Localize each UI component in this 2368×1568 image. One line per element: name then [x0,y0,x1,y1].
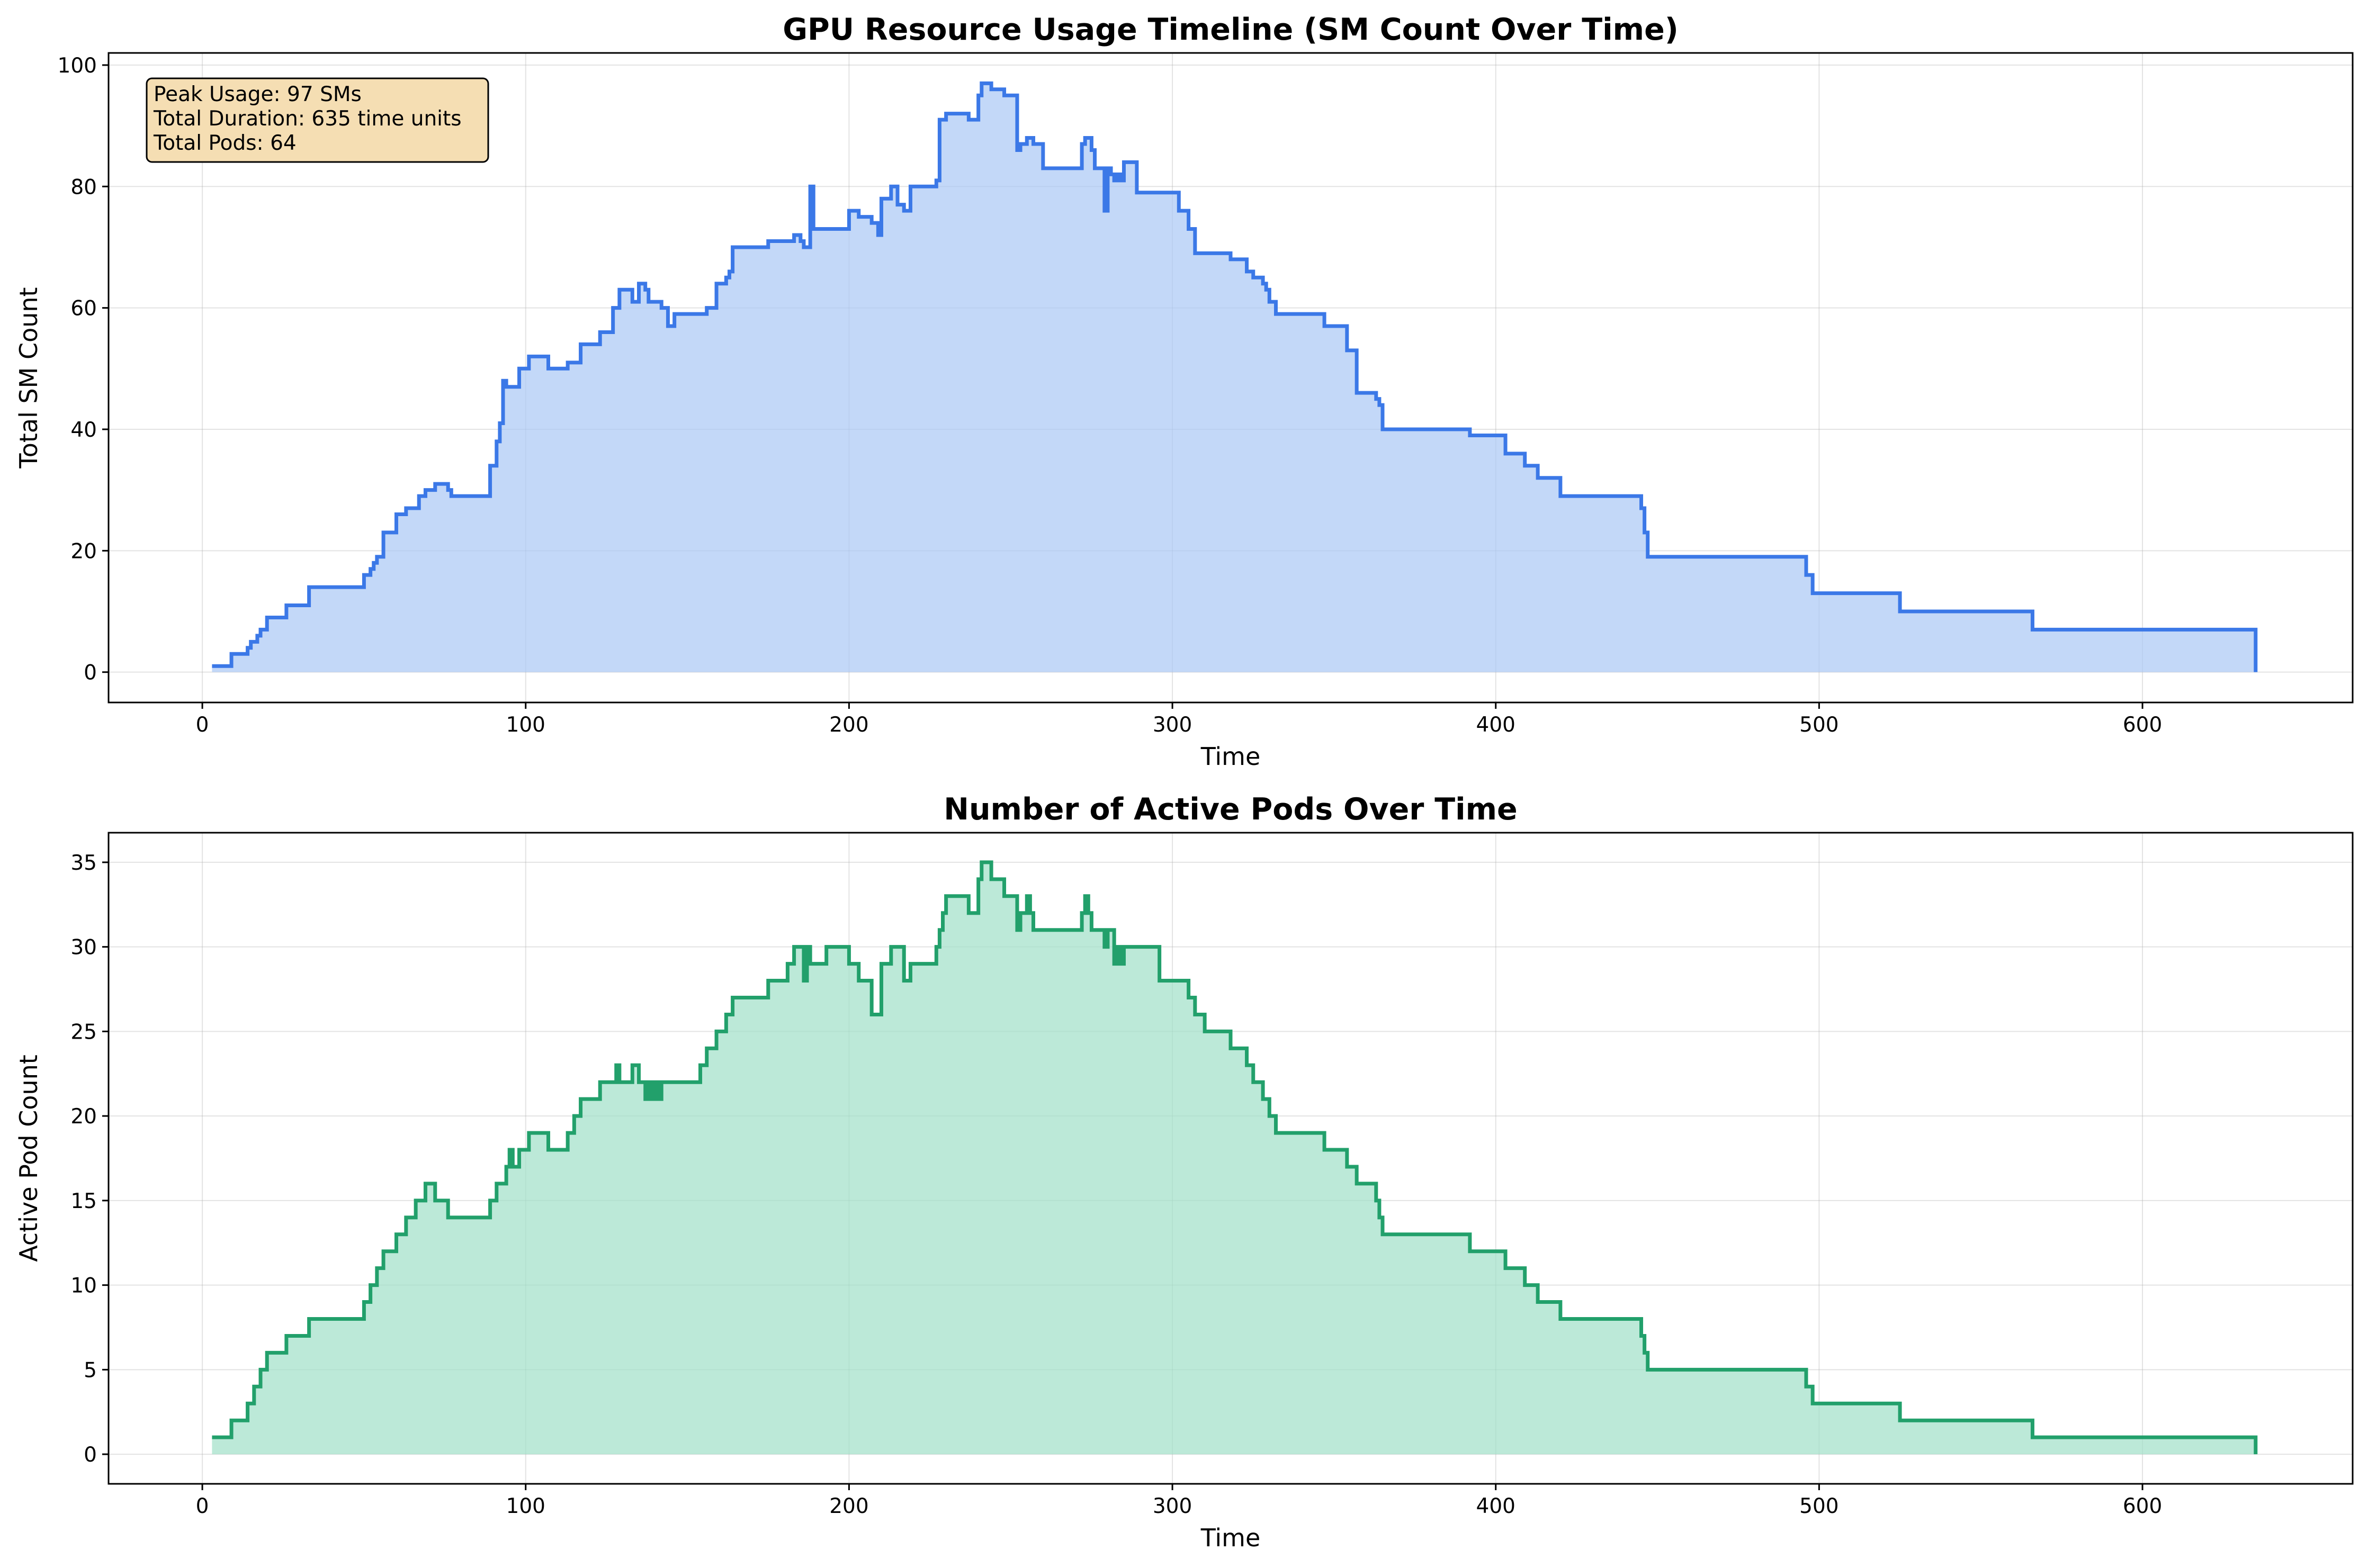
sm-count-fill-area [212,83,2256,672]
x-tick-label: 300 [1153,1494,1192,1518]
x-tick-label: 200 [829,713,868,737]
plot-frame [107,52,2354,704]
stats-annotation: Peak Usage: 97 SMs Total Duration: 635 t… [146,77,489,163]
x-tick-label: 100 [506,713,545,737]
y-tick-label: 40 [70,418,97,442]
plot-frame [107,832,2354,1485]
y-tick-label: 60 [70,297,97,321]
y-axis-label: Active Pod Count [14,1055,43,1262]
x-tick-label: 500 [1799,713,1838,737]
y-tick-label: 15 [70,1189,97,1213]
y-axis-ticks: 0 20 40 60 80 100 [58,54,109,685]
y-tick-label: 80 [70,175,97,199]
x-axis-label: Time [1200,742,1261,771]
y-tick-label: 0 [84,1443,97,1467]
x-tick-label: 600 [2123,1494,2162,1518]
y-tick-label: 25 [70,1020,97,1044]
pod-count-fill-area [212,862,2256,1455]
chart-title: GPU Resource Usage Timeline (SM Count Ov… [783,12,1679,47]
x-axis-ticks: 0 100 200 300 400 500 600 [196,702,2162,737]
active-pods-chart: 0 100 200 300 400 500 600 0 5 10 15 20 25 30 35 Numbe… [14,792,2354,1552]
annotation-peak-usage: Peak Usage: 97 SMs [154,83,362,106]
y-axis-label: Total SM Count [14,287,43,468]
y-axis-ticks: 0 5 10 15 20 25 30 35 [70,851,109,1467]
y-tick-label: 30 [70,936,97,960]
chart-title: Number of Active Pods Over Time [944,792,1517,827]
x-axis-ticks: 0 100 200 300 400 500 600 [196,1484,2162,1518]
y-tick-label: 20 [70,539,97,563]
y-tick-label: 10 [70,1274,97,1298]
annotation-total-pods: Total Pods: 64 [153,131,297,155]
x-tick-label: 200 [829,1494,868,1518]
x-tick-label: 500 [1799,1494,1838,1518]
x-axis-label: Time [1200,1524,1261,1552]
y-tick-label: 35 [70,851,97,875]
y-tick-label: 20 [70,1105,97,1129]
x-tick-label: 600 [2123,713,2162,737]
pod-count-step-line [212,860,2258,1455]
x-tick-label: 100 [506,1494,545,1518]
x-tick-label: 400 [1476,713,1515,737]
x-tick-label: 0 [196,713,209,737]
y-tick-label: 0 [84,661,97,685]
y-tick-label: 5 [84,1358,97,1382]
annotation-total-duration: Total Duration: 635 time units [153,107,462,131]
annotation-background [146,77,489,163]
sm-count-chart: 0 100 200 300 400 500 600 0 20 40 60 80 100 GPU Res… [14,12,2354,771]
sm-count-step-line [212,81,2258,672]
x-tick-label: 0 [196,1494,209,1518]
x-tick-label: 300 [1153,713,1192,737]
x-tick-label: 400 [1476,1494,1515,1518]
y-tick-label: 100 [58,54,97,78]
